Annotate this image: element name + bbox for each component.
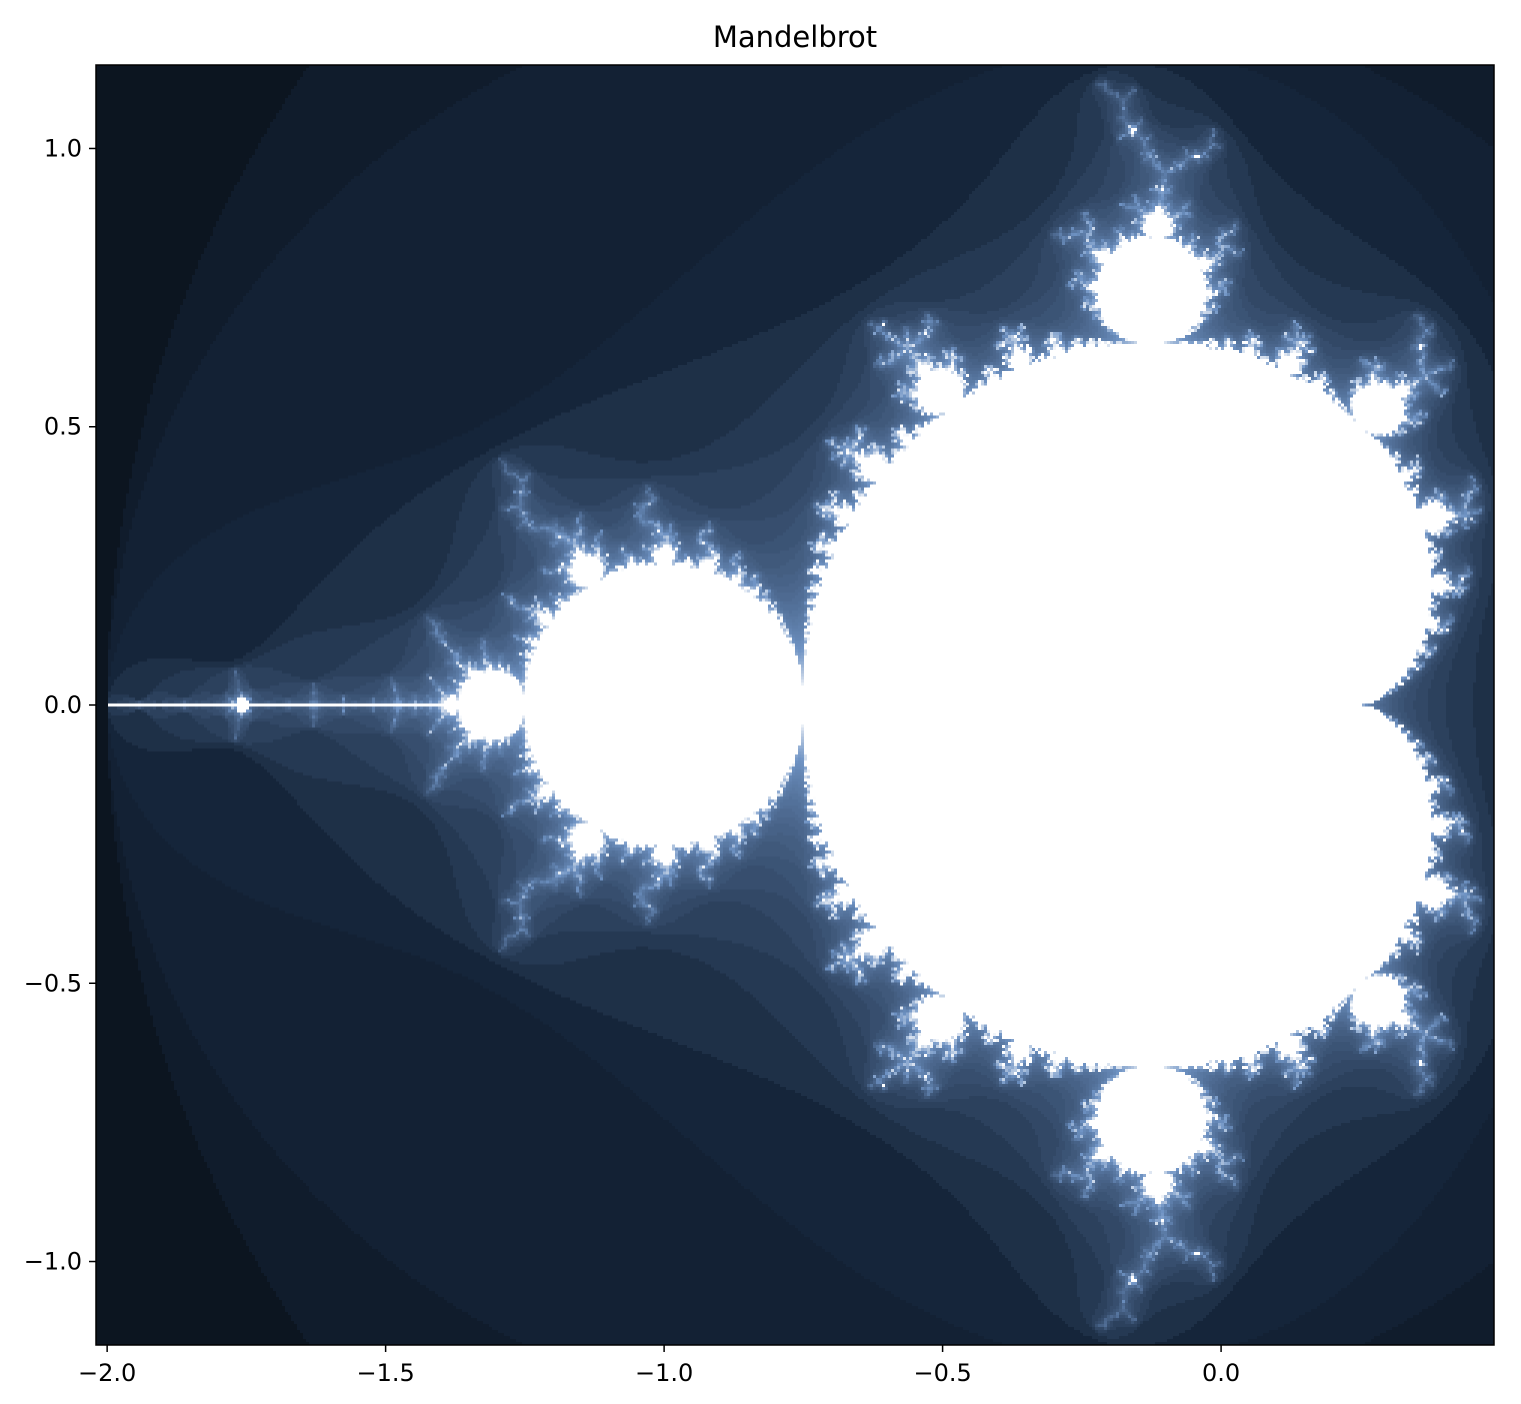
mandelbrot-heatmap — [96, 65, 1494, 1345]
x-tick-label: −2.0 — [78, 1359, 136, 1387]
x-tick-label: −1.5 — [356, 1359, 414, 1387]
y-tick-label: −0.5 — [24, 969, 82, 997]
x-axis: −2.0 −1.5 −1.0 −0.5 0.0 — [78, 1345, 1240, 1387]
y-axis: −1.0 −0.5 0.0 0.5 1.0 — [24, 134, 96, 1276]
x-tick-label: −1.0 — [635, 1359, 693, 1387]
plot-frame — [95, 64, 1495, 1346]
y-tick-label: 0.0 — [44, 691, 82, 719]
x-tick-label: −0.5 — [913, 1359, 971, 1387]
x-tick-label: 0.0 — [1202, 1359, 1240, 1387]
y-tick-label: −1.0 — [24, 1248, 82, 1276]
chart-title: Mandelbrot — [713, 20, 877, 54]
y-tick-label: 1.0 — [44, 134, 82, 162]
y-tick-label: 0.5 — [44, 413, 82, 441]
